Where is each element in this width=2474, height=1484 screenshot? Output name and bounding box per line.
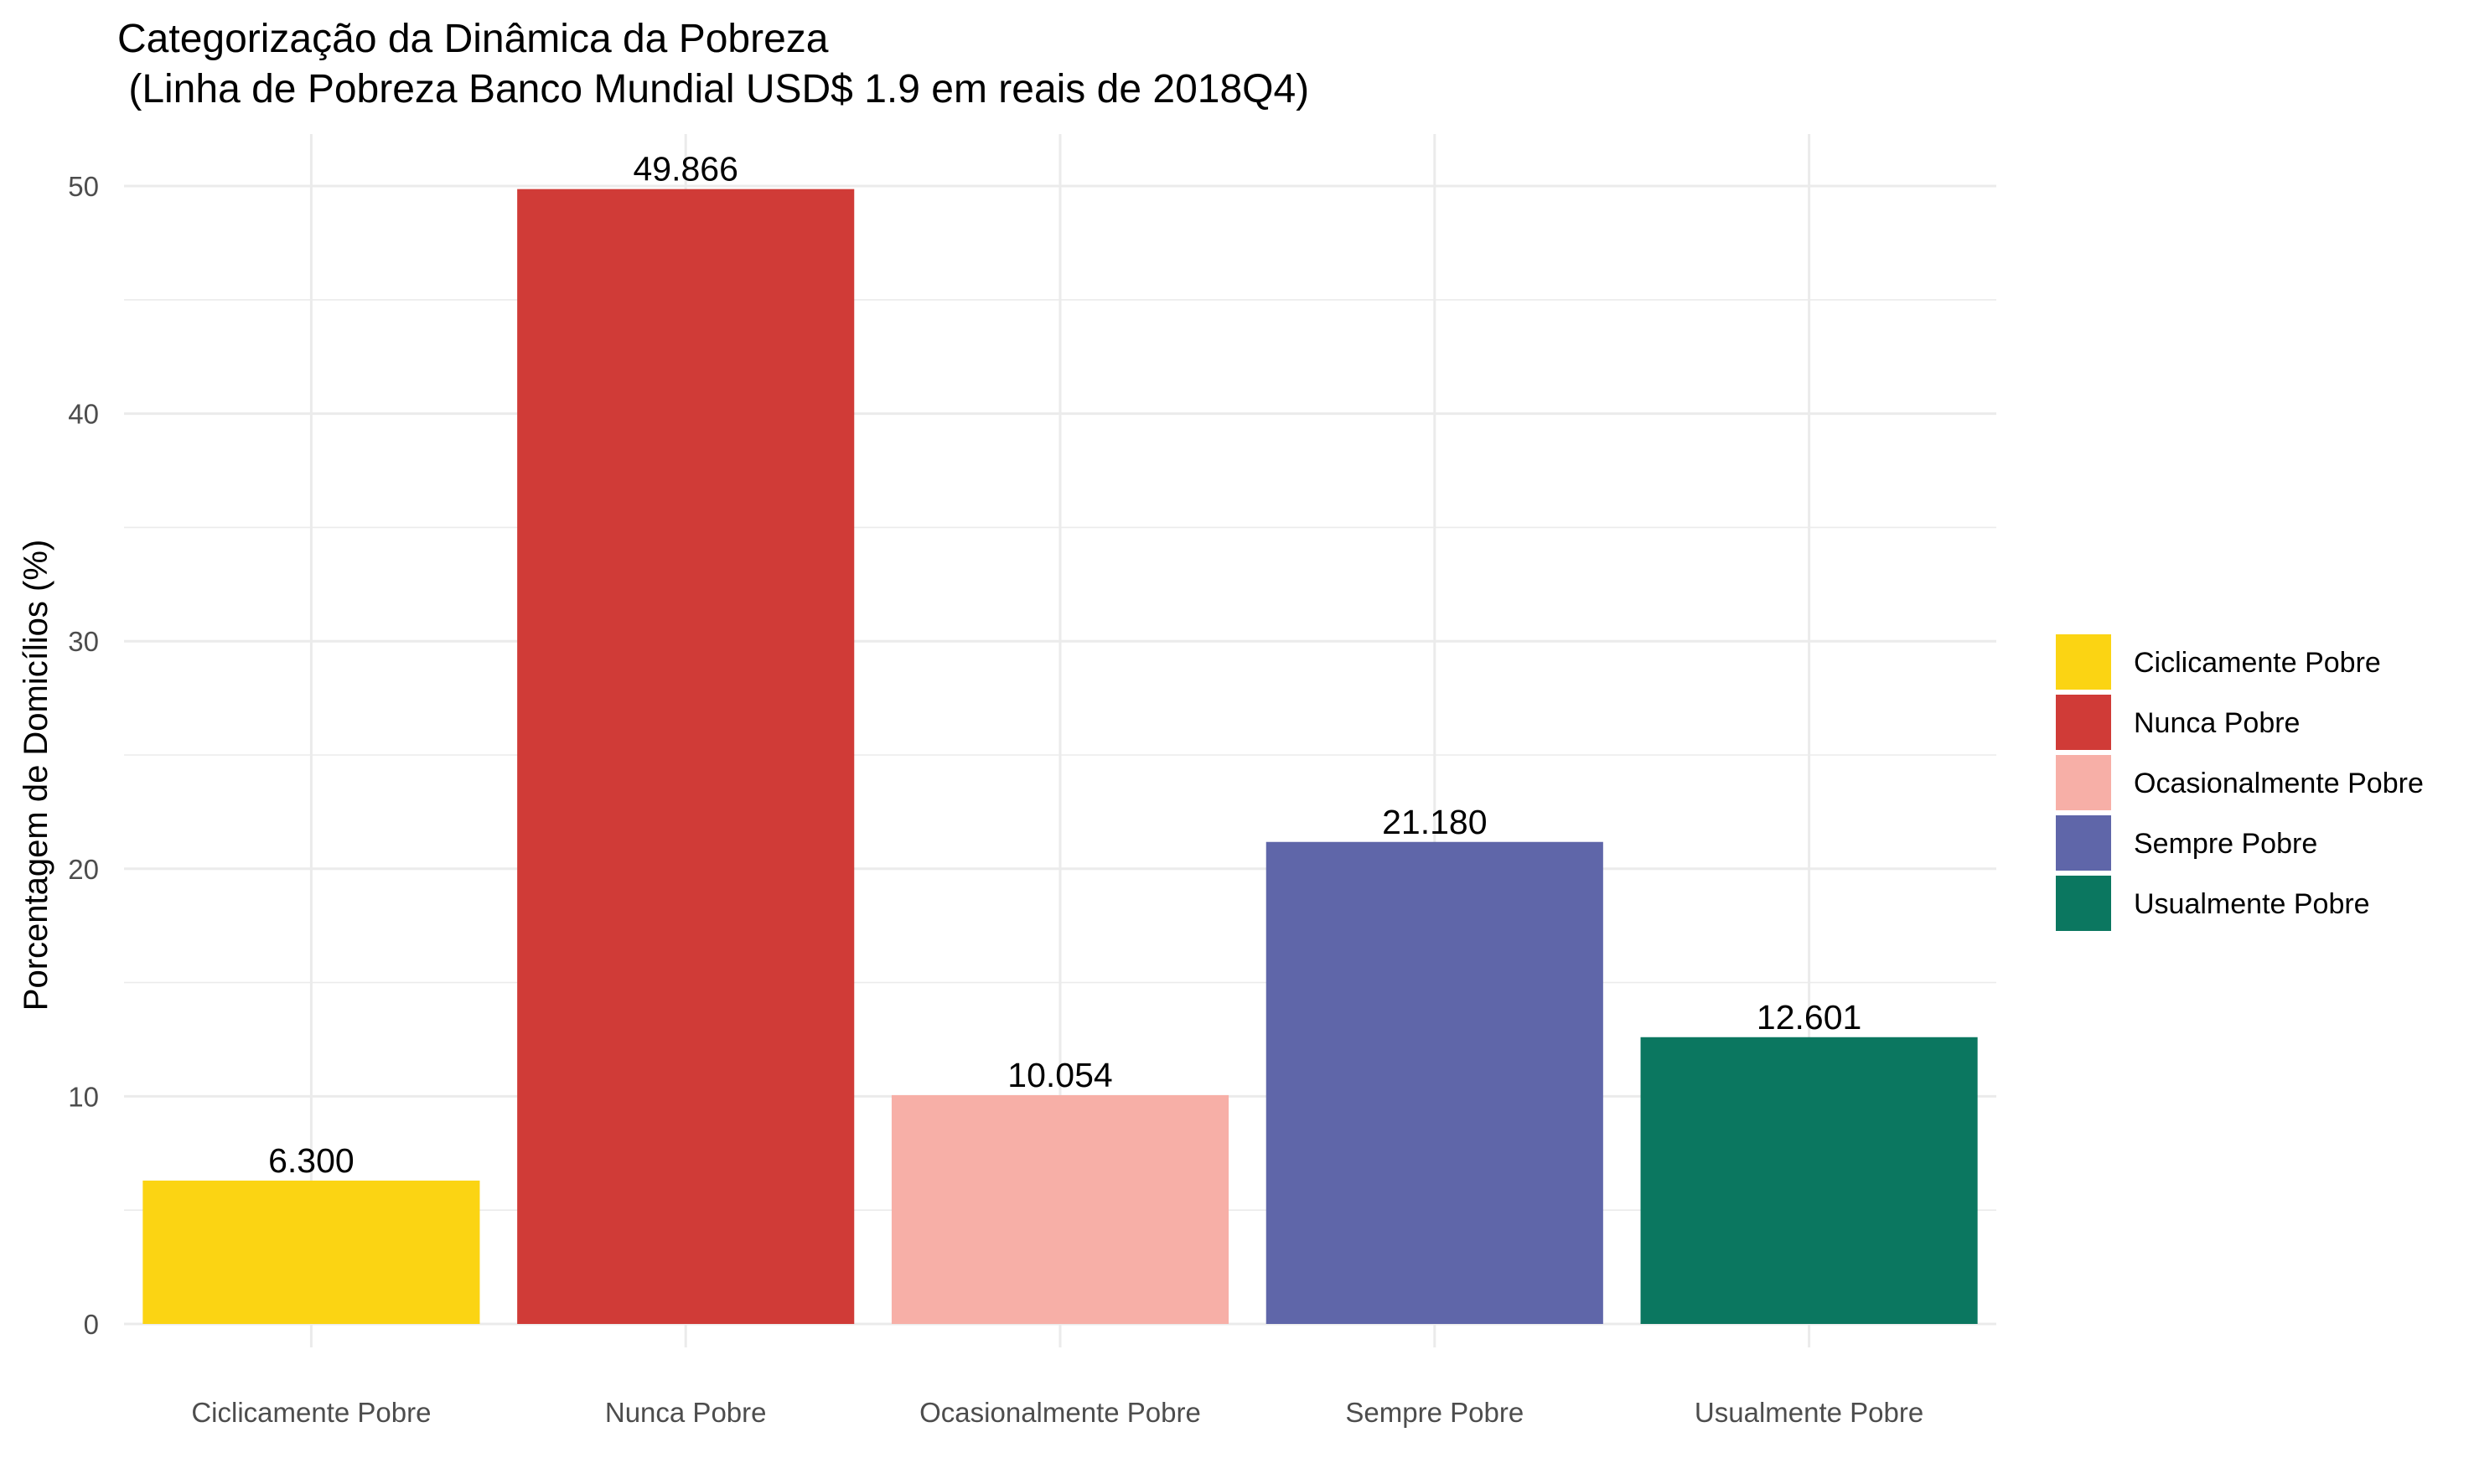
y-axis-ticks: 0 10 20 30 40 50 (68, 171, 99, 1340)
legend-label: Usualmente Pobre (2134, 888, 2370, 920)
y-tick-label: 0 (84, 1309, 99, 1340)
legend-label: Sempre Pobre (2134, 828, 2317, 860)
legend-key (2056, 755, 2111, 810)
bar (1265, 841, 1603, 1324)
y-tick-label: 10 (68, 1081, 99, 1112)
x-tick-label: Ciclicamente Pobre (191, 1397, 431, 1428)
bar (891, 1094, 1229, 1324)
chart-subtitle: (Linha de Pobreza Banco Mundial USD$ 1.9… (117, 67, 1309, 111)
legend-key (2056, 695, 2111, 750)
legend-key (2056, 815, 2111, 871)
bar (142, 1180, 480, 1324)
legend-key (2056, 876, 2111, 931)
x-tick-label: Ocasionalmente Pobre (919, 1397, 1201, 1428)
chart-title: Categorização da Dinâmica da Pobreza (117, 17, 829, 61)
bar-value-label: 10.054 (1007, 1056, 1112, 1094)
y-tick-label: 40 (68, 399, 99, 430)
y-axis-title: Porcentagem de Domicílios (%) (18, 540, 54, 1011)
y-tick-label: 50 (68, 171, 99, 202)
legend-label: Ocasionalmente Pobre (2134, 768, 2424, 799)
y-tick-label: 20 (68, 854, 99, 885)
legend-label: Ciclicamente Pobre (2134, 647, 2381, 679)
bar (517, 189, 855, 1325)
legend: Ciclicamente Pobre Nunca Pobre Ocasionalme… (2056, 634, 2424, 931)
bar-value-label: 49.866 (633, 150, 738, 189)
bars-group (142, 189, 1978, 1325)
y-tick-label: 30 (68, 626, 99, 657)
bar-value-label: 21.180 (1382, 803, 1487, 841)
x-tick-label: Usualmente Pobre (1695, 1397, 1923, 1428)
x-tick-label: Nunca Pobre (605, 1397, 767, 1428)
x-axis-ticks: Ciclicamente Pobre Nunca Pobre Ocasionalme… (191, 1397, 1923, 1428)
legend-label: Nunca Pobre (2134, 707, 2300, 739)
bar-value-label: 12.601 (1757, 998, 1861, 1037)
value-labels-group: 6.300 49.866 10.054 21.180 12.601 (268, 150, 1861, 1180)
legend-key (2056, 634, 2111, 690)
x-tick-label: Sempre Pobre (1345, 1397, 1524, 1428)
bar-value-label: 6.300 (268, 1141, 355, 1180)
bar (1640, 1037, 1978, 1324)
